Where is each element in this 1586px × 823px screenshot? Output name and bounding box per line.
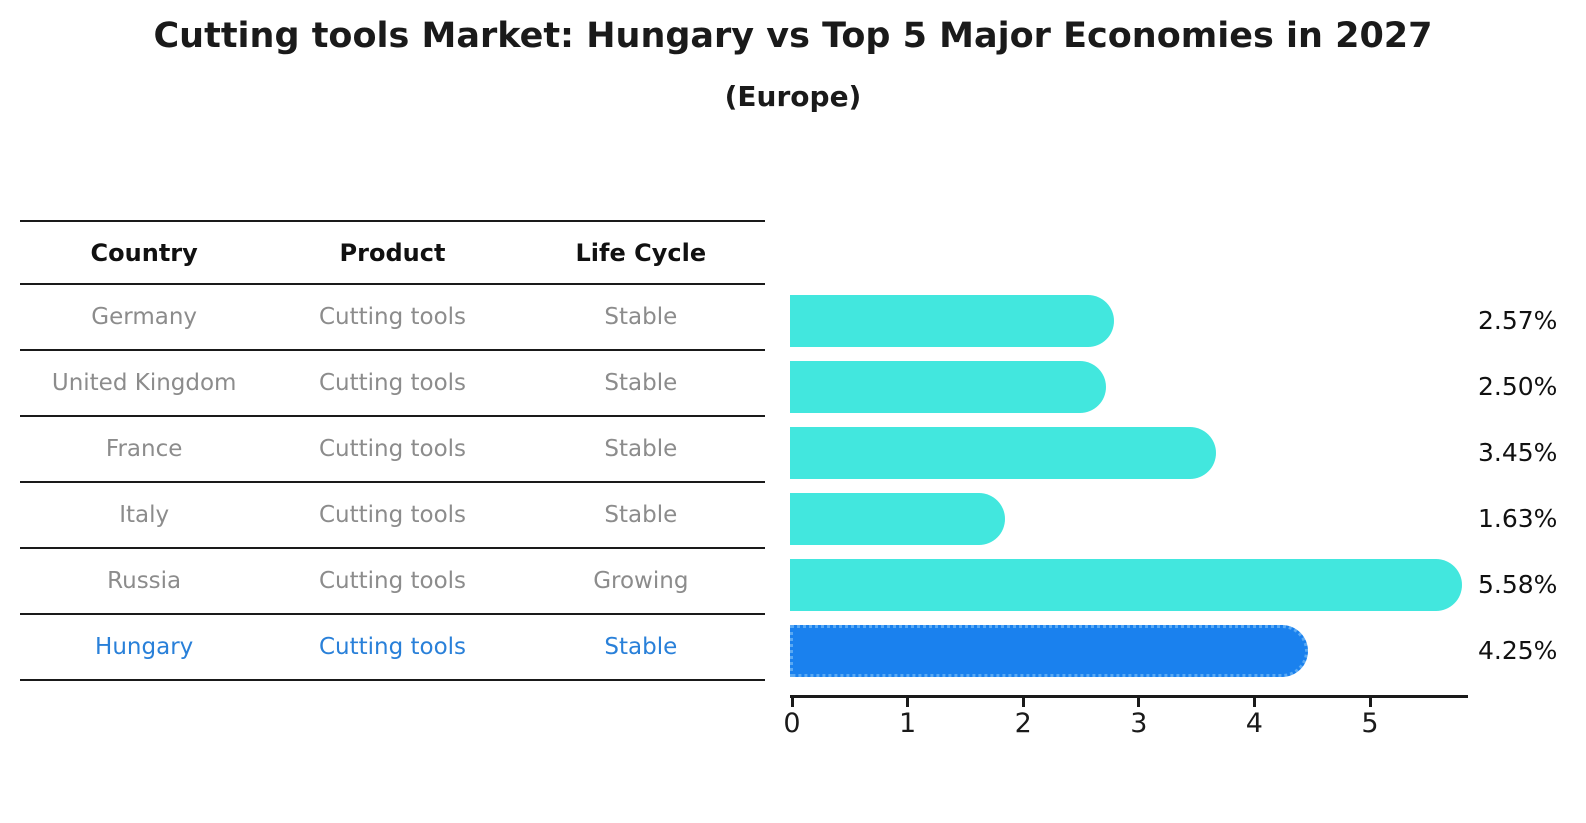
life-cycle-cell: Stable: [604, 436, 678, 462]
bar-germany: [790, 295, 1114, 347]
x-axis-line: [790, 695, 1468, 698]
value-label-russia: 5.58%: [1478, 570, 1558, 599]
product-cell: Cutting tools: [318, 568, 467, 594]
table-row-united-kingdom: United Kingdom Cutting tools Stable: [20, 351, 765, 417]
life-cycle-cell: Stable: [604, 502, 678, 528]
product-cell: Cutting tools: [318, 502, 467, 528]
bar-hungary: [790, 625, 1308, 677]
x-axis-tick-label: 0: [783, 708, 801, 739]
x-axis-tick-label: 5: [1361, 708, 1379, 739]
life-cycle-cell: Stable: [604, 304, 678, 330]
column-header-life-cycle: Life Cycle: [575, 238, 707, 267]
x-axis-tick-mark: [1021, 698, 1025, 707]
product-cell: Cutting tools: [318, 436, 467, 462]
bar-italy: [790, 493, 1005, 545]
table-row-russia: Russia Cutting tools Growing: [20, 549, 765, 615]
country-cell: Russia: [107, 568, 182, 594]
bar-france: [790, 427, 1216, 479]
country-cell: Hungary: [95, 634, 194, 660]
value-label-hungary: 4.25%: [1478, 636, 1558, 665]
table-row-hungary: Hungary Cutting tools Stable: [20, 615, 765, 681]
value-label-france: 3.45%: [1478, 438, 1558, 467]
table-row-france: France Cutting tools Stable: [20, 417, 765, 483]
country-cell: Italy: [119, 502, 170, 528]
value-label-united-kingdom: 2.50%: [1478, 372, 1558, 401]
x-axis-tick-mark: [1137, 698, 1141, 707]
table-header-row: Country Product Life Cycle: [20, 220, 765, 285]
chart-subtitle: (Europe): [724, 80, 862, 113]
bar-russia: [790, 559, 1462, 611]
column-header-country: Country: [90, 238, 198, 267]
chart-title: Cutting tools Market: Hungary vs Top 5 M…: [153, 16, 1433, 56]
country-cell: France: [105, 436, 183, 462]
country-cell: United Kingdom: [51, 370, 237, 396]
country-table: Country Product Life Cycle Germany Cutti…: [20, 220, 765, 681]
x-axis-tick-mark: [790, 698, 794, 707]
x-axis-tick-label: 2: [1014, 708, 1032, 739]
country-cell: Germany: [91, 304, 198, 330]
table-row-germany: Germany Cutting tools Stable: [20, 285, 765, 351]
table-row-italy: Italy Cutting tools Stable: [20, 483, 765, 549]
bar-united-kingdom: [790, 361, 1106, 413]
product-cell: Cutting tools: [318, 304, 467, 330]
column-header-product: Product: [339, 238, 446, 267]
x-axis-tick-label: 4: [1245, 708, 1263, 739]
x-axis-tick-label: 3: [1130, 708, 1148, 739]
life-cycle-cell: Stable: [604, 634, 678, 660]
life-cycle-cell: Growing: [593, 568, 689, 594]
product-cell: Cutting tools: [318, 634, 467, 660]
value-label-germany: 2.57%: [1478, 306, 1558, 335]
value-label-italy: 1.63%: [1478, 504, 1558, 533]
x-axis-tick-mark: [1252, 698, 1256, 707]
x-axis-tick-mark: [1368, 698, 1372, 707]
product-cell: Cutting tools: [318, 370, 467, 396]
x-axis-tick-mark: [906, 698, 910, 707]
x-axis-tick-label: 1: [899, 708, 917, 739]
life-cycle-cell: Stable: [604, 370, 678, 396]
